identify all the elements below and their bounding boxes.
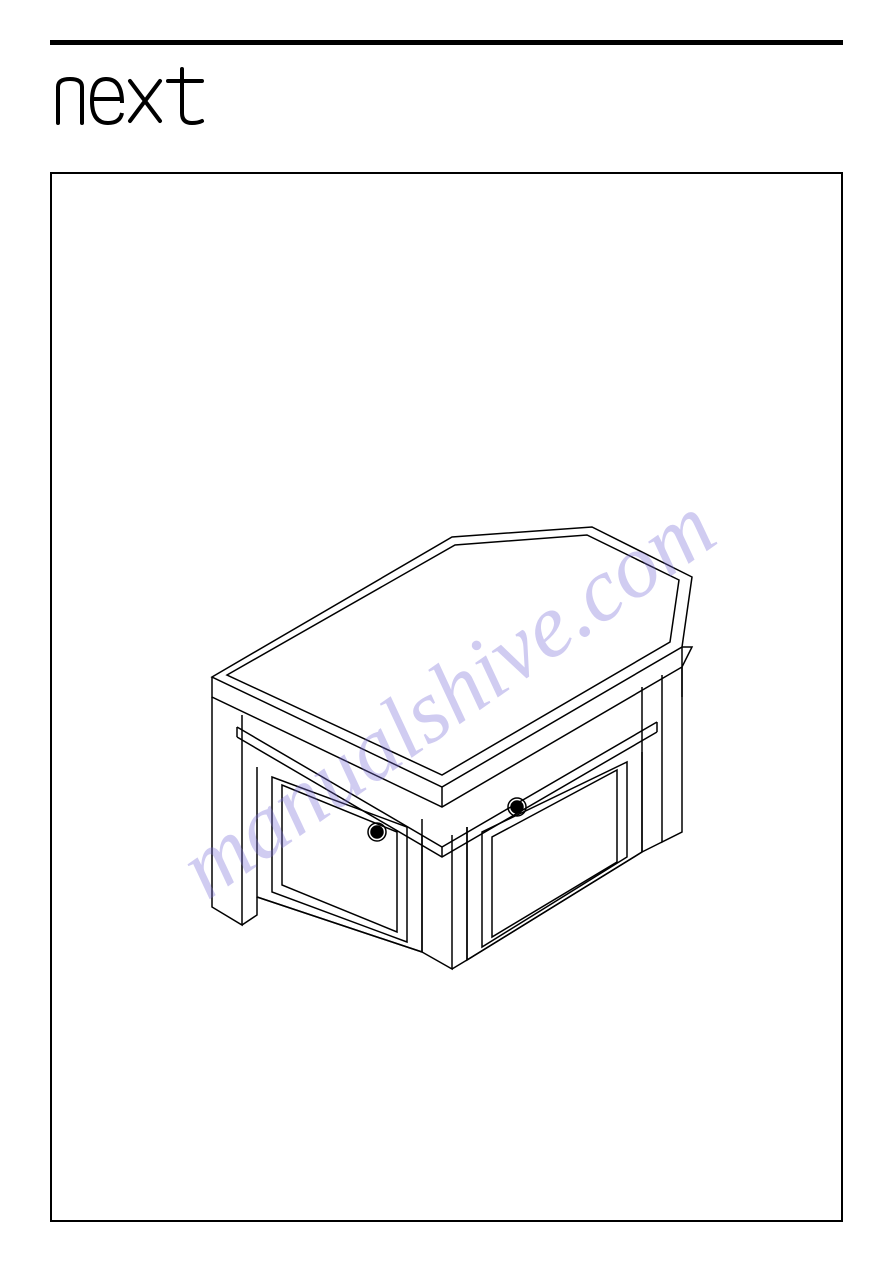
page-container: manualshive.com <box>0 0 893 1263</box>
figure-frame: manualshive.com <box>50 172 843 1222</box>
next-logo-svg <box>50 65 250 135</box>
top-rule <box>50 40 843 45</box>
brand-logo <box>50 65 843 152</box>
furniture-drawing <box>122 397 772 997</box>
